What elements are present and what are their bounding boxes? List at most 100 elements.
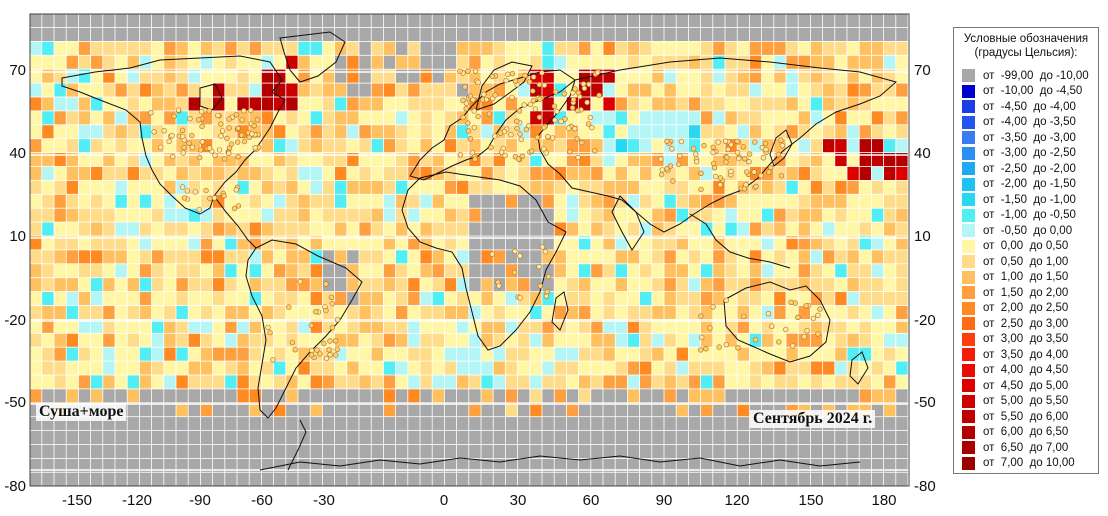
grid-cell	[627, 236, 640, 250]
grid-cell	[213, 194, 225, 208]
grid-cell	[237, 139, 249, 153]
grid-cell	[469, 41, 481, 55]
grid-cell	[420, 375, 432, 389]
grid-cell	[42, 139, 54, 153]
grid-cell	[298, 389, 310, 403]
grid-cell	[871, 83, 884, 97]
legend-item-label: от -1,00 до -0,50	[983, 209, 1076, 221]
grid-cell	[762, 83, 774, 97]
grid-cell	[139, 208, 152, 222]
grid-cell	[30, 375, 42, 389]
grid-cell	[749, 153, 762, 167]
grid-cell	[78, 208, 91, 222]
grid-cell	[225, 431, 237, 445]
grid-cell	[371, 153, 383, 167]
grid-cell	[383, 292, 396, 306]
grid-cell	[152, 319, 164, 333]
grid-cell	[432, 333, 444, 347]
grid-cell	[78, 153, 91, 167]
grid-cell	[615, 305, 627, 319]
grid-cell	[652, 236, 664, 250]
grid-cell	[347, 208, 359, 222]
grid-cell	[286, 361, 298, 375]
grid-cell	[847, 389, 859, 403]
grid-cell	[359, 236, 371, 250]
grid-cell	[725, 236, 737, 250]
grid-cell	[396, 305, 408, 319]
grid-cell	[615, 403, 627, 417]
grid-cell	[322, 55, 335, 69]
grid-cell	[810, 125, 823, 139]
grid-cell	[213, 444, 225, 458]
grid-cell	[798, 278, 810, 292]
grid-cell	[213, 153, 225, 167]
grid-cell	[823, 27, 835, 41]
grid-cell	[396, 208, 408, 222]
grid-cell	[676, 319, 688, 333]
grid-cell	[152, 250, 164, 264]
grid-cell	[725, 375, 737, 389]
grid-cell	[42, 153, 54, 167]
grid-cell	[566, 417, 579, 431]
grid-cell	[652, 14, 664, 28]
grid-cell	[786, 180, 798, 194]
station-point	[158, 144, 164, 151]
grid-cell	[335, 55, 347, 69]
grid-cell	[444, 14, 457, 28]
grid-cell	[469, 417, 481, 431]
grid-cell	[615, 27, 627, 41]
grid-cell	[640, 14, 652, 28]
grid-cell	[713, 194, 725, 208]
grid-cell	[762, 41, 774, 55]
grid-cell	[737, 14, 749, 28]
grid-cell	[261, 250, 274, 264]
grid-cell	[725, 292, 737, 306]
grid-cell	[554, 431, 566, 445]
grid-cell	[444, 431, 457, 445]
grid-cell	[310, 55, 322, 69]
grid-cell	[835, 458, 847, 472]
grid-cell	[78, 250, 91, 264]
grid-cell	[225, 55, 237, 69]
grid-cell	[676, 41, 688, 55]
station-point	[545, 273, 552, 280]
grid-cell	[871, 305, 884, 319]
grid-cell	[798, 139, 810, 153]
grid-cell	[627, 264, 640, 278]
grid-cell	[676, 55, 688, 69]
grid-cell	[481, 208, 493, 222]
grid-cell	[237, 444, 249, 458]
station-point	[497, 130, 504, 136]
grid-cell	[188, 14, 200, 28]
grid-cell	[505, 236, 518, 250]
grid-cell	[91, 222, 103, 236]
grid-cell	[225, 27, 237, 41]
station-point	[767, 164, 774, 171]
grid-cell	[688, 97, 701, 111]
grid-cell	[188, 292, 200, 306]
grid-cell	[274, 292, 286, 306]
grid-cell	[383, 41, 396, 55]
grid-cell	[200, 27, 213, 41]
x-tick-label: 30	[510, 492, 527, 509]
grid-cell	[420, 180, 432, 194]
grid-cell	[432, 417, 444, 431]
station-point	[561, 91, 567, 97]
grid-cell	[54, 97, 66, 111]
grid-cell	[774, 166, 786, 180]
station-point	[717, 175, 724, 181]
grid-cell	[798, 236, 810, 250]
station-point	[677, 153, 683, 159]
station-point	[596, 92, 602, 99]
grid-cell	[249, 458, 261, 472]
grid-cell	[298, 153, 310, 167]
grid-cell	[225, 292, 237, 306]
grid-cell	[481, 111, 493, 125]
grid-cell	[469, 403, 481, 417]
grid-cell	[554, 389, 566, 403]
grid-cell	[408, 375, 420, 389]
grid-cell	[701, 69, 713, 83]
grid-cell	[591, 347, 603, 361]
grid-cell	[688, 305, 701, 319]
grid-cell	[66, 264, 78, 278]
